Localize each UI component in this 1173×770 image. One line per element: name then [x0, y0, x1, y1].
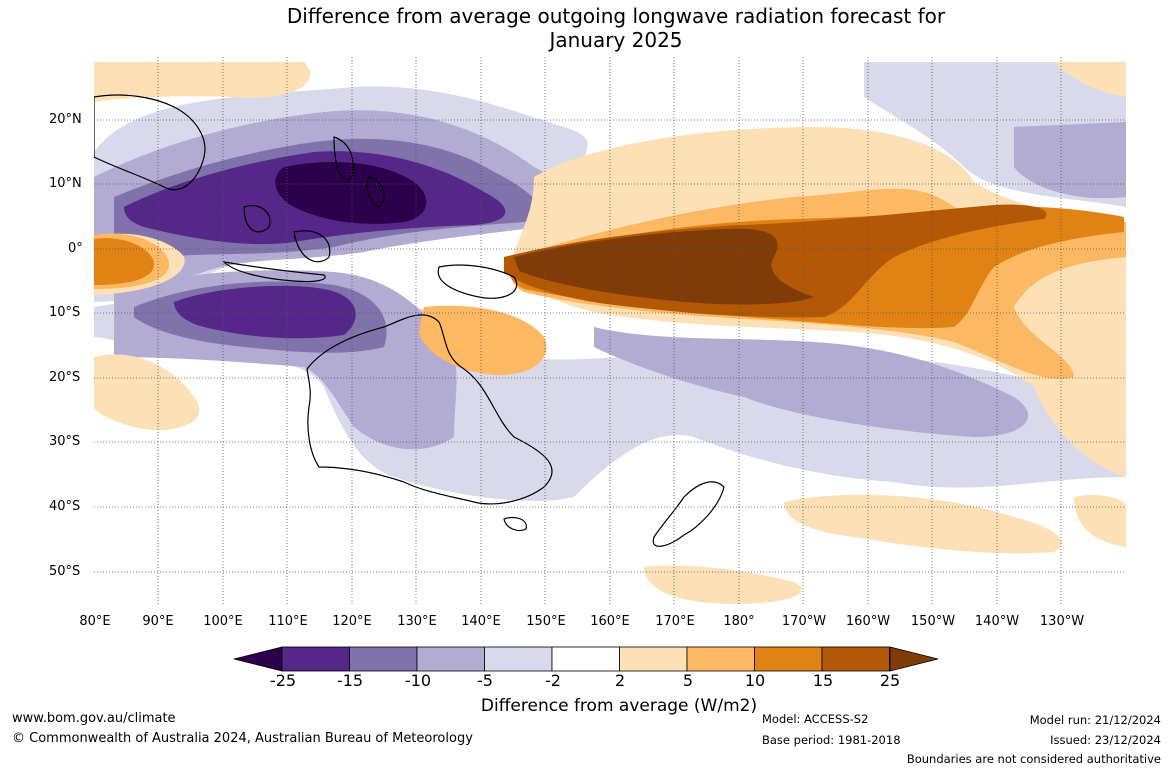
lat-label-50s: 50°S	[49, 564, 81, 579]
legend-tick: -2	[545, 671, 561, 690]
map-title-line2: January 2025	[549, 28, 683, 52]
lon-label-150e: 150°E	[526, 614, 566, 629]
legend-swatch	[484, 646, 553, 672]
legend-colorbar	[233, 646, 939, 672]
lon-label-130w: 130°W	[1039, 614, 1085, 629]
footer-issued: Issued: 23/12/2024	[1050, 733, 1161, 747]
legend-swatch	[619, 646, 688, 672]
footer-model: Model: ACCESS-S2	[762, 712, 869, 726]
legend-tick: 15	[812, 671, 834, 690]
legend-title: Difference from average (W/m2)	[480, 696, 758, 716]
lon-label-170e: 170°E	[655, 614, 695, 629]
legend-swatch	[416, 646, 485, 672]
legend-tick: 25	[879, 671, 901, 690]
map-title: Difference from average outgoing longwav…	[0, 4, 1173, 52]
legend-tick: 5	[682, 671, 694, 690]
lat-label-20n: 20°N	[49, 112, 82, 127]
footer-website: www.bom.gov.au/climate	[12, 711, 176, 726]
legend-tick: -25	[269, 671, 297, 690]
legend-swatch-above-max	[889, 646, 939, 672]
legend-swatch	[551, 646, 620, 672]
lat-label-0: 0°	[68, 241, 83, 256]
legend-tick: -15	[336, 671, 364, 690]
lon-label-160w: 160°W	[845, 614, 891, 629]
lon-label-130e: 130°E	[397, 614, 437, 629]
lon-label-90e: 90°E	[142, 614, 174, 629]
lon-label-180: 180°	[723, 614, 755, 629]
legend-tick: 2	[614, 671, 626, 690]
lat-label-20s: 20°S	[49, 370, 81, 385]
map-title-line1: Difference from average outgoing longwav…	[286, 4, 946, 28]
legend-swatch	[349, 646, 418, 672]
coastlines	[94, 94, 725, 547]
legend-swatch	[821, 646, 890, 672]
lat-label-30s: 30°S	[49, 434, 81, 449]
legend-swatch	[686, 646, 755, 672]
lon-label-170w: 170°W	[781, 614, 827, 629]
lon-label-120e: 120°E	[332, 614, 372, 629]
graticule	[94, 57, 1126, 604]
legend-swatch	[281, 646, 350, 672]
legend-tick: -5	[477, 671, 493, 690]
lon-label-140e: 140°E	[461, 614, 501, 629]
legend-swatch-below-min	[233, 646, 283, 672]
lon-label-100e: 100°E	[203, 614, 243, 629]
lon-label-140w: 140°W	[974, 614, 1020, 629]
footer-model-run: Model run: 21/12/2024	[1029, 713, 1161, 727]
map-canvas	[94, 57, 1126, 604]
lon-label-110e: 110°E	[268, 614, 308, 629]
footer-base-period: Base period: 1981-2018	[762, 733, 901, 747]
lon-label-80e: 80°E	[79, 614, 111, 629]
lat-label-40s: 40°S	[49, 499, 81, 514]
anomaly-band-neg-extreme	[275, 162, 427, 224]
legend-tick: -10	[404, 671, 432, 690]
olr-anomaly-map	[94, 57, 1126, 604]
lon-label-160e: 160°E	[590, 614, 630, 629]
lat-label-10n: 10°N	[49, 176, 82, 191]
footer-disclaimer: Boundaries are not considered authoritat…	[906, 752, 1161, 766]
lat-label-10s: 10°S	[49, 305, 81, 320]
legend-tick: 10	[744, 671, 766, 690]
lon-label-150w: 150°W	[910, 614, 956, 629]
footer-copyright: © Commonwealth of Australia 2024, Austra…	[12, 731, 473, 746]
legend-swatch	[754, 646, 823, 672]
